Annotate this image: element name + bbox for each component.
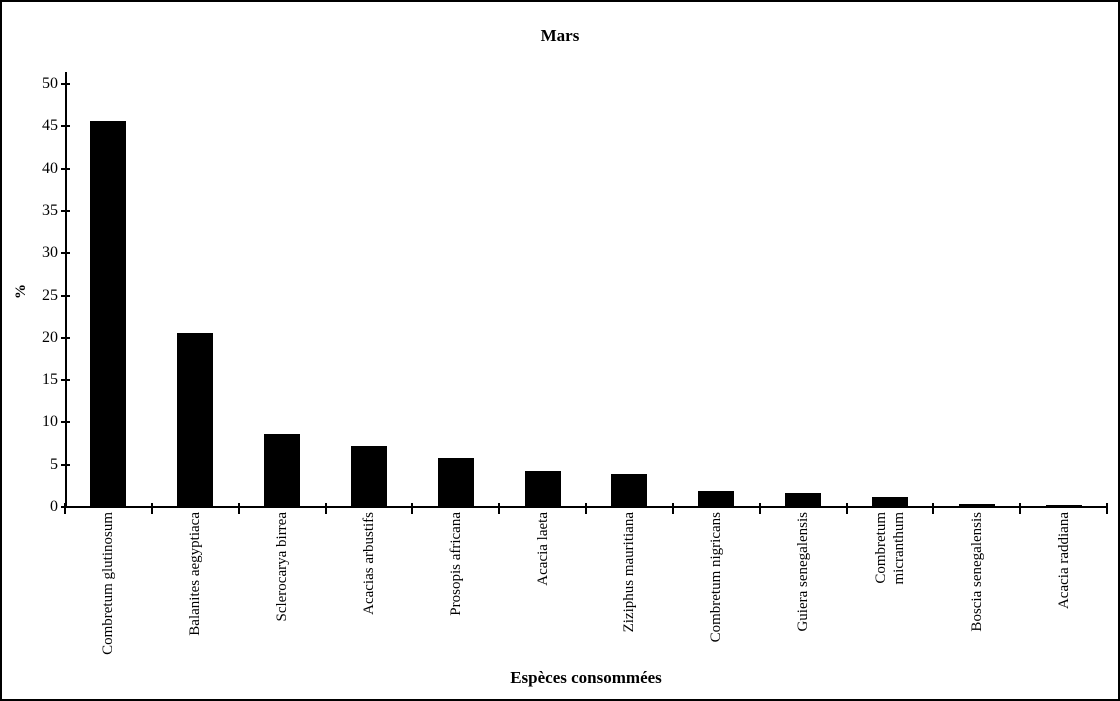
category-label: Prosopis africana (448, 512, 464, 616)
y-axis-tick (61, 209, 70, 212)
bar (611, 474, 647, 506)
y-tick-label: 45 (42, 117, 58, 135)
y-axis-tick (61, 294, 70, 297)
y-tick-label: 50 (42, 75, 58, 92)
x-axis-tick (671, 503, 674, 514)
bar (1046, 505, 1082, 506)
y-axis-tick (61, 336, 70, 339)
bar (90, 121, 126, 506)
y-axis-tick (61, 379, 70, 382)
bar (959, 504, 995, 506)
category-label: Combretum nigricans (708, 512, 724, 643)
category-label: Acacia laeta (535, 512, 551, 586)
category-label: Combretum glutinosum (100, 512, 116, 655)
bar (698, 491, 734, 506)
category-label: Acacias arbustifs (361, 512, 377, 615)
y-tick-label: 25 (42, 286, 58, 304)
bar (525, 471, 561, 506)
x-axis-tick (845, 503, 848, 514)
y-axis-tick (61, 83, 70, 85)
y-axis-tick (61, 463, 70, 466)
category-label: Balanites aegyptiaca (187, 512, 203, 636)
x-axis-tick (237, 503, 240, 514)
bar (785, 493, 821, 506)
y-axis-tick (61, 421, 70, 424)
y-axis-tick (61, 252, 70, 255)
y-tick-label: 5 (50, 455, 58, 473)
y-tick-label: 40 (42, 159, 58, 177)
x-axis-tick (411, 503, 414, 514)
bar (264, 434, 300, 506)
x-axis-tick (758, 503, 761, 514)
y-axis-tick (61, 125, 70, 128)
y-axis-line (65, 72, 67, 508)
y-tick-label: 35 (42, 201, 58, 219)
category-label: Combretum micranthum (873, 512, 907, 585)
chart-title: Mars (540, 26, 580, 45)
bar (872, 497, 908, 506)
y-axis-tick (61, 167, 70, 170)
x-axis-title: Espèces consommées (510, 668, 662, 687)
category-label: Guiera senegalensis (795, 512, 811, 632)
y-tick-label: 20 (42, 328, 58, 346)
y-tick-label: 15 (42, 371, 58, 389)
y-tick-label: 0 (50, 498, 58, 515)
x-axis-tick (932, 503, 935, 514)
y-tick-label: 10 (42, 413, 58, 431)
category-label: Ziziphus mauritiana (621, 512, 637, 633)
category-label: Boscia senegalensis (969, 512, 985, 632)
category-label: Acacia raddiana (1056, 512, 1072, 610)
x-axis-tick (64, 503, 66, 514)
category-label: Sclerocarya birrea (274, 512, 290, 622)
x-axis-tick (585, 503, 587, 514)
bar (351, 446, 387, 506)
x-axis-tick (1106, 503, 1108, 514)
bar (438, 458, 474, 506)
x-axis-tick (498, 503, 501, 514)
x-axis-tick (150, 503, 153, 514)
bar (177, 333, 213, 506)
x-axis-tick (1019, 503, 1022, 514)
x-axis-tick (324, 503, 327, 514)
y-tick-label: 30 (42, 244, 58, 262)
